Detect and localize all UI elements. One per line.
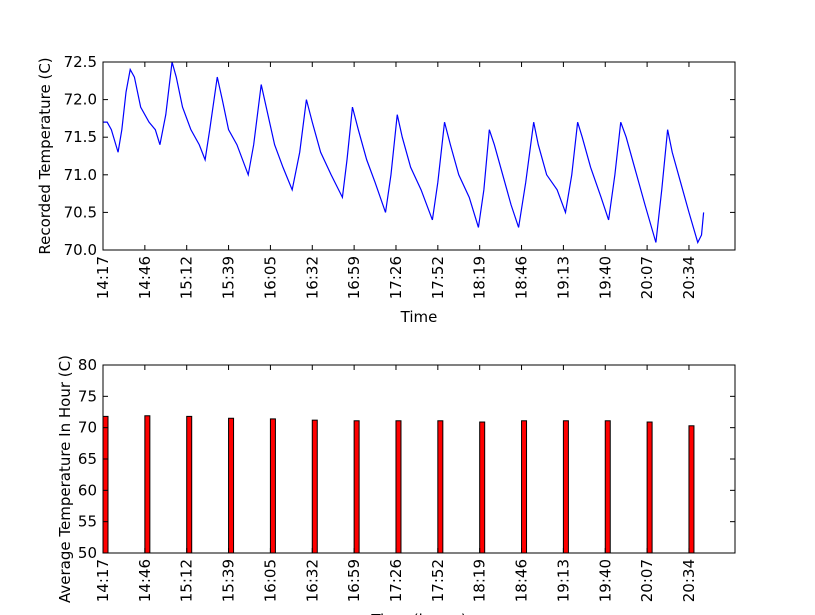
x-tick-label: 16:59: [345, 256, 363, 299]
x-tick-label: 14:46: [136, 256, 154, 299]
bar: [437, 420, 444, 554]
x-tick-label: 19:40: [596, 256, 614, 299]
x-tick-label: 17:52: [429, 256, 447, 299]
bar: [604, 420, 611, 554]
y-tick-label: 50: [78, 544, 97, 562]
x-tick-label: 14:17: [94, 559, 112, 602]
bar: [228, 417, 235, 554]
y-tick-label: 72.5: [64, 53, 97, 71]
y-tick-label: 80: [78, 356, 97, 374]
x-tick-label: 16:32: [303, 256, 321, 299]
x-tick-label: 15:39: [220, 559, 238, 602]
y-tick-label: 55: [78, 513, 97, 531]
y-axis-label: Average Temperature In Hour (C): [56, 355, 74, 603]
x-tick-label: 20:07: [638, 559, 656, 602]
bar: [688, 425, 695, 554]
x-tick-label: 16:59: [345, 559, 363, 602]
y-axis-label: Recorded Temperature (C): [36, 57, 54, 254]
x-tick-label: 19:13: [554, 256, 572, 299]
x-tick-label: 20:07: [638, 256, 656, 299]
y-tick-label: 70.5: [64, 203, 97, 221]
x-tick-label: 17:26: [387, 256, 405, 299]
bar: [102, 415, 109, 554]
y-tick-label: 71.5: [64, 128, 97, 146]
x-tick-label: 20:34: [680, 256, 698, 299]
bar: [521, 420, 528, 554]
y-tick-label: 75: [78, 387, 97, 405]
bar: [479, 421, 486, 554]
y-tick-label: 60: [78, 481, 97, 499]
x-tick-label: 15:12: [178, 256, 196, 299]
x-tick-label: 14:17: [94, 256, 112, 299]
x-axis-label: Time (hours): [370, 611, 466, 615]
x-tick-label: 18:46: [513, 559, 531, 602]
plot-frame: [102, 364, 736, 554]
line: [103, 61, 705, 245]
bar: [144, 415, 151, 554]
y-tick-label: 70.0: [64, 241, 97, 259]
y-tick-label: 70: [78, 419, 97, 437]
y-tick-label: 65: [78, 450, 97, 468]
x-tick-label: 18:46: [513, 256, 531, 299]
x-tick-label: 19:40: [596, 559, 614, 602]
x-tick-label: 16:05: [261, 559, 279, 602]
y-tick-label: 72.0: [64, 91, 97, 109]
x-tick-label: 15:39: [220, 256, 238, 299]
bar: [353, 420, 360, 554]
plot-frame: [102, 61, 736, 251]
x-tick-label: 15:12: [178, 559, 196, 602]
bar: [269, 418, 276, 554]
bar: [646, 421, 653, 554]
bar: [311, 419, 318, 554]
y-tick-label: 71.0: [64, 166, 97, 184]
x-tick-label: 16:05: [261, 256, 279, 299]
bar: [186, 415, 193, 554]
x-tick-label: 18:19: [471, 256, 489, 299]
x-tick-label: 19:13: [554, 559, 572, 602]
x-tick-label: 18:19: [471, 559, 489, 602]
x-tick-label: 17:52: [429, 559, 447, 602]
x-tick-label: 14:46: [136, 559, 154, 602]
x-tick-label: 20:34: [680, 559, 698, 602]
x-tick-label: 16:32: [303, 559, 321, 602]
x-axis-label: Time: [400, 308, 438, 326]
bar: [395, 420, 402, 554]
x-tick-label: 17:26: [387, 559, 405, 602]
bar: [562, 420, 569, 554]
